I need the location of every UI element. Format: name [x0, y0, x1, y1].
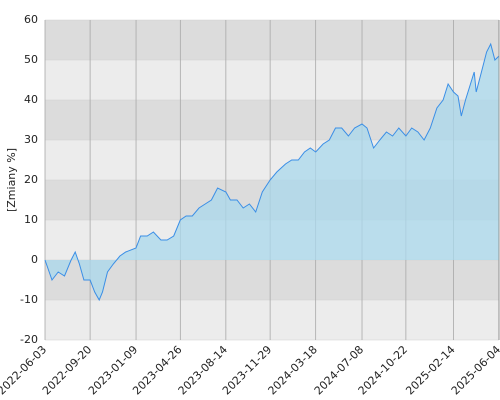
- y-tick-label: 10: [24, 213, 38, 226]
- y-tick-label: -20: [20, 333, 38, 346]
- background-band: [45, 60, 499, 100]
- y-tick-label: 50: [24, 53, 38, 66]
- y-axis-label: [Zmiany %]: [5, 148, 18, 212]
- y-tick-label: -10: [20, 293, 38, 306]
- y-tick-label: 60: [24, 13, 38, 26]
- area: [45, 44, 499, 300]
- y-tick-label: 0: [31, 253, 38, 266]
- background-band: [45, 100, 499, 140]
- background-band: [45, 260, 499, 300]
- line: [44, 42, 500, 302]
- y-tick-label: 40: [24, 93, 38, 106]
- y-tick-label: 30: [24, 133, 38, 146]
- background-band: [45, 300, 499, 340]
- y-tick-label: 20: [24, 173, 38, 186]
- background-band: [45, 20, 499, 60]
